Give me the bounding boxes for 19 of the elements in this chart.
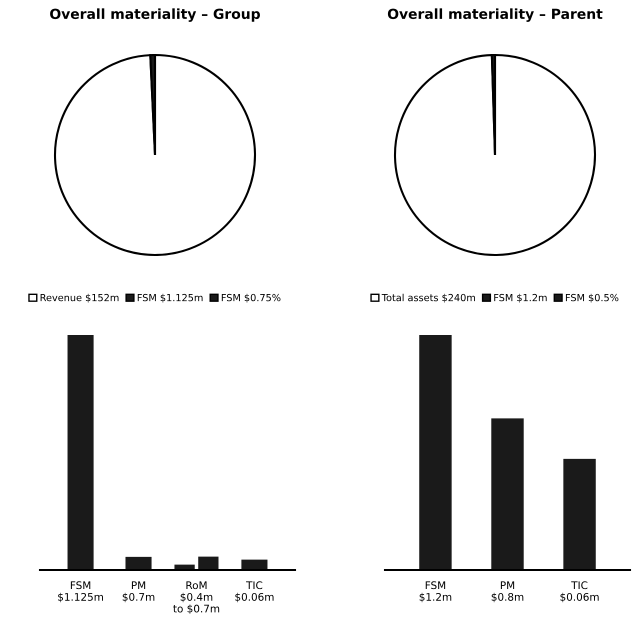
bar [198, 556, 218, 570]
legend-label: FSM $1.2m [494, 294, 547, 303]
bar [241, 560, 268, 570]
x-tick-label: PM $0.8m [492, 581, 524, 602]
x-tick-label: TIC $0.06m [560, 581, 599, 602]
chart-title: Overall materiality – Parent [388, 8, 602, 22]
legend-label: Total assets $240m [382, 294, 475, 303]
x-tick-label: FSM $1.125m [58, 581, 103, 602]
legend-label: FSM $0.75% [222, 294, 280, 303]
x-tick-label: PM $0.7m [122, 581, 154, 602]
x-tick-label: FSM $1.2m [420, 581, 452, 602]
x-tick-label: TIC $0.06m [235, 581, 274, 602]
legend-label: FSM $0.5% [566, 294, 618, 303]
chart-title: Overall materiality – Group [50, 8, 260, 22]
bar [125, 556, 152, 570]
legend-label: Revenue $152m [40, 294, 118, 303]
bar [68, 335, 94, 570]
x-tick-label: RoM $0.4m to $0.7m [173, 581, 220, 614]
legend-label: FSM $1.125m [138, 294, 203, 303]
